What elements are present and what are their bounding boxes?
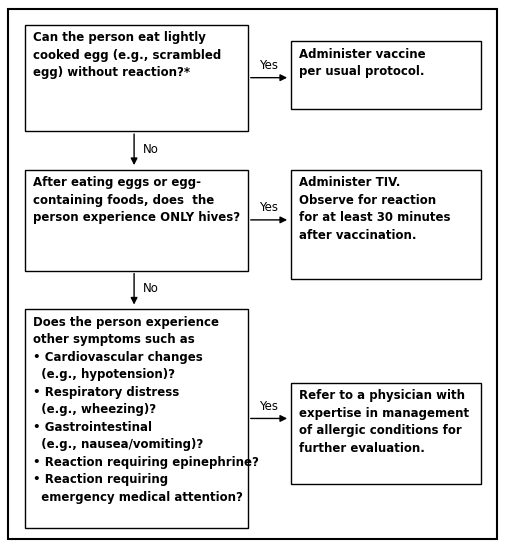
FancyBboxPatch shape bbox=[25, 25, 247, 131]
Text: Administer TIV.
Observe for reaction
for at least 30 minutes
after vaccination.: Administer TIV. Observe for reaction for… bbox=[298, 176, 449, 242]
FancyBboxPatch shape bbox=[8, 9, 496, 539]
Text: Administer vaccine
per usual protocol.: Administer vaccine per usual protocol. bbox=[298, 48, 424, 78]
Text: Yes: Yes bbox=[258, 400, 277, 413]
FancyBboxPatch shape bbox=[25, 170, 247, 271]
FancyBboxPatch shape bbox=[290, 170, 480, 279]
Text: No: No bbox=[142, 143, 158, 156]
FancyBboxPatch shape bbox=[25, 309, 247, 528]
FancyBboxPatch shape bbox=[290, 41, 480, 109]
Text: Does the person experience
other symptoms such as
• Cardiovascular changes
  (e.: Does the person experience other symptom… bbox=[33, 316, 258, 504]
Text: Can the person eat lightly
cooked egg (e.g., scrambled
egg) without reaction?*: Can the person eat lightly cooked egg (e… bbox=[33, 31, 221, 79]
Text: No: No bbox=[142, 282, 158, 295]
Text: Yes: Yes bbox=[258, 201, 277, 214]
Text: Yes: Yes bbox=[258, 59, 277, 72]
Text: After eating eggs or egg-
containing foods, does  the
person experience ONLY hiv: After eating eggs or egg- containing foo… bbox=[33, 176, 239, 224]
FancyBboxPatch shape bbox=[290, 383, 480, 484]
Text: Refer to a physician with
expertise in management
of allergic conditions for
fur: Refer to a physician with expertise in m… bbox=[298, 389, 468, 455]
